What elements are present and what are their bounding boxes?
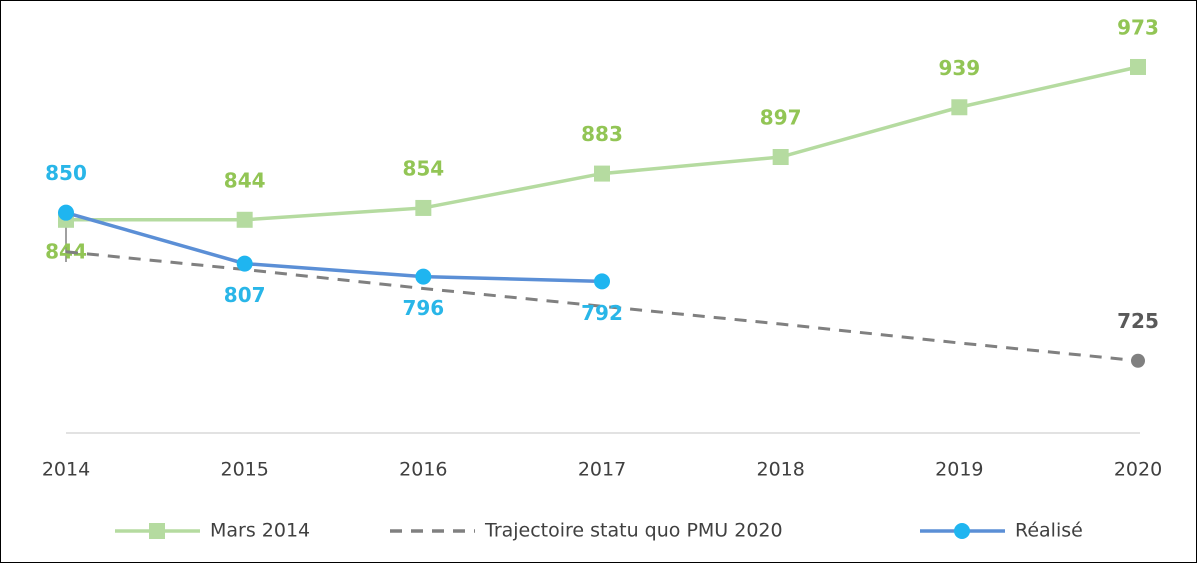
- data-label: 939: [938, 56, 980, 80]
- data-label: 854: [402, 156, 444, 180]
- legend-marker: [954, 523, 970, 539]
- data-label: 807: [224, 283, 266, 307]
- marker: [1130, 58, 1146, 75]
- marker: [594, 273, 610, 290]
- data-label: 796: [402, 296, 444, 320]
- data-label: 725: [1117, 309, 1159, 333]
- marker: [1131, 353, 1145, 368]
- marker: [58, 204, 74, 221]
- x-tick-label: 2019: [935, 459, 983, 481]
- x-tick-label: 2015: [220, 459, 268, 481]
- x-tick-label: 2017: [578, 459, 626, 481]
- marker: [415, 199, 432, 216]
- x-tick-label: 2014: [42, 459, 90, 481]
- marker: [415, 268, 432, 285]
- legend-label: Mars 2014: [210, 520, 310, 542]
- marker: [236, 211, 253, 228]
- x-tick-label: 2020: [1114, 459, 1162, 481]
- x-tick-label: 2018: [756, 459, 804, 481]
- legend-label: Réalisé: [1015, 520, 1083, 542]
- data-label: 844: [224, 168, 266, 192]
- marker: [951, 99, 968, 116]
- data-label: 850: [45, 161, 87, 185]
- data-label: 973: [1117, 15, 1159, 39]
- legend-marker: [149, 523, 165, 539]
- series-line: [65, 210, 603, 284]
- x-tick-label: 2016: [399, 459, 447, 481]
- data-label: 844: [45, 239, 87, 263]
- marker: [236, 255, 253, 272]
- data-label: 897: [760, 106, 802, 130]
- marker: [772, 149, 789, 166]
- data-label: 792: [581, 301, 623, 325]
- marker: [594, 165, 610, 182]
- legend-label: Trajectoire statu quo PMU 2020: [484, 520, 783, 542]
- data-label: 883: [581, 122, 623, 146]
